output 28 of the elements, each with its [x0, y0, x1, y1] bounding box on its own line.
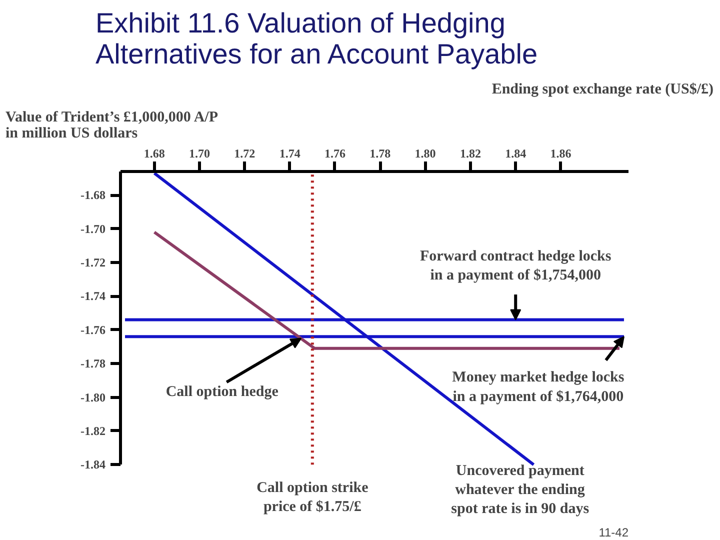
x-tick-label: 1.78 [370, 146, 391, 160]
y-tick-label: -1.78 [80, 356, 106, 371]
y-tick-label: -1.76 [80, 322, 106, 337]
y-tick-label: -1.80 [80, 390, 106, 404]
x-tick-label: 1.70 [189, 146, 210, 160]
y-tick-label: -1.68 [80, 188, 106, 202]
y-tick-label: -1.72 [80, 255, 106, 270]
x-tick-label: 1.68 [144, 146, 165, 160]
y-tick-label: -1.84 [80, 458, 106, 472]
annotation: Forward contract hedge locks in a payment of $1,754,000 [420, 248, 612, 284]
annotation: Uncovered payment whatever the ending spot rate is in 90 days [451, 462, 590, 518]
x-tick-label: 1.72 [234, 146, 256, 160]
annotation: Money market hedge locks in a payment of $1,764,000 [452, 370, 624, 405]
x-axis-title: Ending spot exchange rate (US$/£) [492, 82, 714, 98]
x-tick-label: 1.74 [279, 146, 300, 160]
x-tick-label: 1.84 [505, 146, 526, 160]
x-tick-label: 1.76 [324, 146, 346, 160]
y-tick-label: -1.82 [80, 424, 106, 438]
y-tick-label: -1.74 [80, 289, 106, 304]
ref-line-label: Call option strike price of $1.75/£ [256, 480, 369, 516]
chart-title: Exhibit 11.6 Valuation of Hedging Alternatives for an Account Payable [96, 8, 538, 70]
x-tick-label: 1.80 [414, 146, 436, 160]
y-tick-label: -1.70 [80, 222, 106, 236]
x-tick-label: 1.86 [550, 146, 572, 160]
x-tick-label: 1.82 [460, 146, 481, 160]
annotation: Call option hedge [166, 384, 279, 400]
text: 11-42 [598, 526, 629, 540]
y-axis-title: Value of Trident’s £1,000,000 A/P in million US dollars [6, 110, 218, 142]
